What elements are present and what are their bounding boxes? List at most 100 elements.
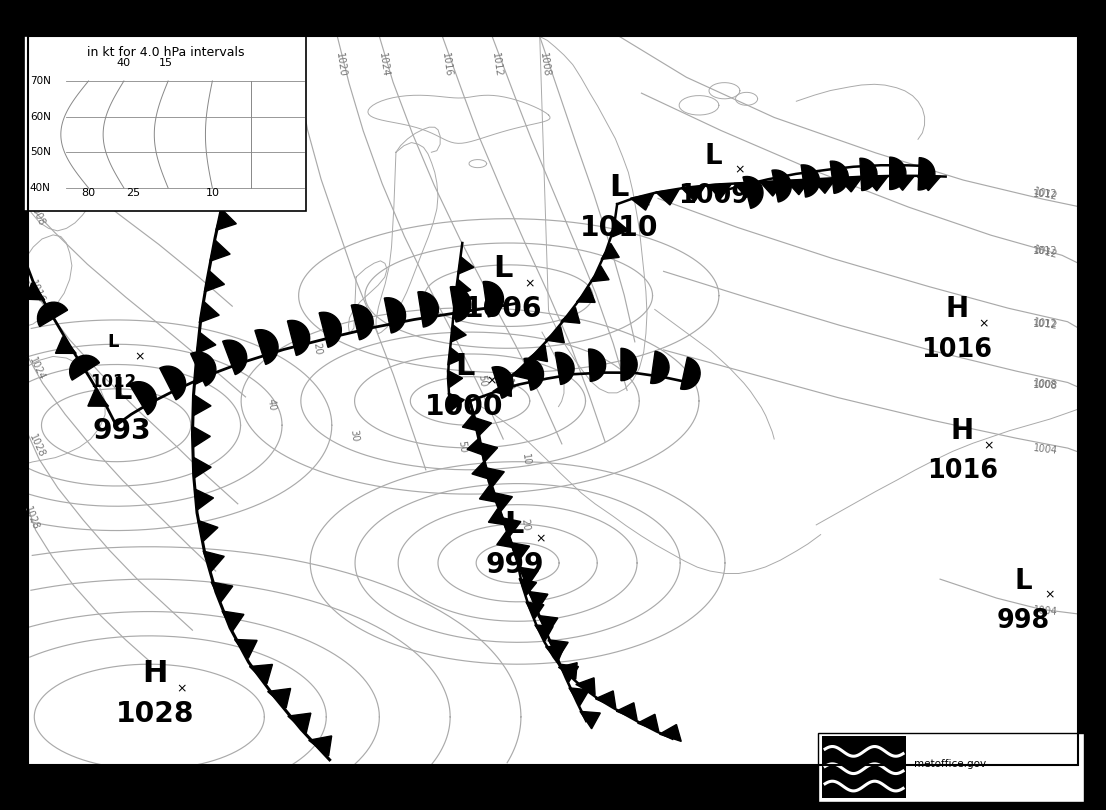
- Polygon shape: [254, 330, 278, 364]
- Text: 10: 10: [206, 188, 219, 198]
- Polygon shape: [601, 244, 619, 259]
- Text: H: H: [143, 659, 167, 688]
- Text: 60: 60: [446, 350, 457, 363]
- Text: 10: 10: [503, 378, 514, 391]
- Text: 1012: 1012: [1032, 186, 1058, 202]
- Text: 1010: 1010: [581, 215, 658, 242]
- Polygon shape: [616, 703, 637, 720]
- Polygon shape: [526, 602, 544, 618]
- Polygon shape: [222, 179, 243, 199]
- Polygon shape: [493, 380, 511, 396]
- Polygon shape: [580, 711, 601, 729]
- Polygon shape: [511, 363, 530, 379]
- Text: 1004: 1004: [1033, 606, 1057, 617]
- Polygon shape: [320, 313, 342, 347]
- Polygon shape: [549, 640, 568, 658]
- Polygon shape: [656, 190, 679, 205]
- Text: 1028: 1028: [27, 433, 46, 458]
- Text: 1028: 1028: [116, 701, 194, 728]
- Polygon shape: [864, 176, 888, 191]
- Polygon shape: [917, 176, 941, 190]
- Text: 50: 50: [477, 374, 488, 387]
- Polygon shape: [831, 161, 848, 194]
- Polygon shape: [192, 426, 210, 448]
- Text: ×: ×: [486, 374, 497, 387]
- Text: L: L: [107, 333, 118, 351]
- Text: 1016: 1016: [27, 279, 46, 305]
- Polygon shape: [222, 340, 247, 374]
- Text: 998: 998: [997, 608, 1050, 634]
- Bar: [818, 733, 1084, 802]
- Text: ×: ×: [524, 277, 535, 290]
- Polygon shape: [473, 417, 491, 436]
- Polygon shape: [743, 177, 763, 208]
- Text: 1024: 1024: [377, 52, 390, 78]
- Polygon shape: [384, 298, 406, 333]
- Polygon shape: [159, 366, 186, 400]
- Polygon shape: [55, 337, 76, 353]
- Text: ×: ×: [734, 164, 745, 177]
- Polygon shape: [528, 591, 547, 609]
- Polygon shape: [418, 292, 438, 327]
- Polygon shape: [484, 467, 504, 486]
- Polygon shape: [450, 325, 467, 343]
- Polygon shape: [247, 87, 268, 108]
- Text: 1008: 1008: [1032, 378, 1058, 391]
- Polygon shape: [450, 287, 471, 322]
- Text: 1009: 1009: [678, 183, 749, 209]
- Polygon shape: [559, 663, 577, 680]
- Text: 20: 20: [312, 342, 323, 355]
- Polygon shape: [620, 348, 637, 381]
- Polygon shape: [483, 281, 503, 317]
- Polygon shape: [38, 302, 67, 326]
- Text: 999: 999: [486, 551, 543, 578]
- Polygon shape: [559, 664, 578, 682]
- Polygon shape: [890, 176, 915, 190]
- Text: 1004: 1004: [1032, 443, 1058, 456]
- Polygon shape: [630, 194, 654, 210]
- Polygon shape: [87, 390, 108, 407]
- Text: 20: 20: [520, 518, 531, 531]
- Text: 50N: 50N: [30, 147, 51, 157]
- Polygon shape: [497, 531, 514, 548]
- Polygon shape: [519, 567, 539, 586]
- Polygon shape: [24, 283, 44, 300]
- Polygon shape: [234, 639, 257, 659]
- Text: ×: ×: [640, 196, 651, 209]
- Polygon shape: [681, 186, 706, 202]
- Text: 40N: 40N: [30, 183, 51, 193]
- Text: 1012: 1012: [1033, 246, 1057, 256]
- Text: 1008: 1008: [27, 202, 46, 228]
- Polygon shape: [561, 308, 580, 323]
- Text: ×: ×: [1044, 589, 1055, 602]
- Polygon shape: [467, 438, 483, 455]
- Polygon shape: [524, 358, 543, 390]
- Polygon shape: [222, 611, 244, 631]
- Polygon shape: [458, 257, 473, 274]
- Polygon shape: [576, 678, 595, 695]
- Polygon shape: [70, 356, 100, 380]
- Text: 40: 40: [265, 399, 276, 411]
- Polygon shape: [288, 321, 310, 356]
- Polygon shape: [838, 177, 863, 192]
- Text: L: L: [609, 173, 629, 202]
- Text: 1012: 1012: [1033, 319, 1057, 329]
- Polygon shape: [479, 486, 498, 502]
- Polygon shape: [250, 664, 272, 684]
- Polygon shape: [734, 182, 758, 198]
- Text: 1024: 1024: [27, 356, 46, 382]
- Polygon shape: [801, 165, 820, 197]
- Polygon shape: [588, 349, 606, 382]
- Text: 1008: 1008: [538, 52, 551, 78]
- Text: 1016: 1016: [927, 458, 998, 484]
- Polygon shape: [760, 181, 784, 196]
- Polygon shape: [637, 714, 659, 731]
- Text: 30: 30: [348, 429, 359, 442]
- Polygon shape: [576, 288, 595, 302]
- Polygon shape: [452, 302, 469, 320]
- Text: 1016: 1016: [921, 337, 992, 363]
- Polygon shape: [238, 117, 259, 138]
- Polygon shape: [492, 367, 513, 399]
- Text: 25: 25: [126, 188, 139, 198]
- Polygon shape: [230, 148, 251, 168]
